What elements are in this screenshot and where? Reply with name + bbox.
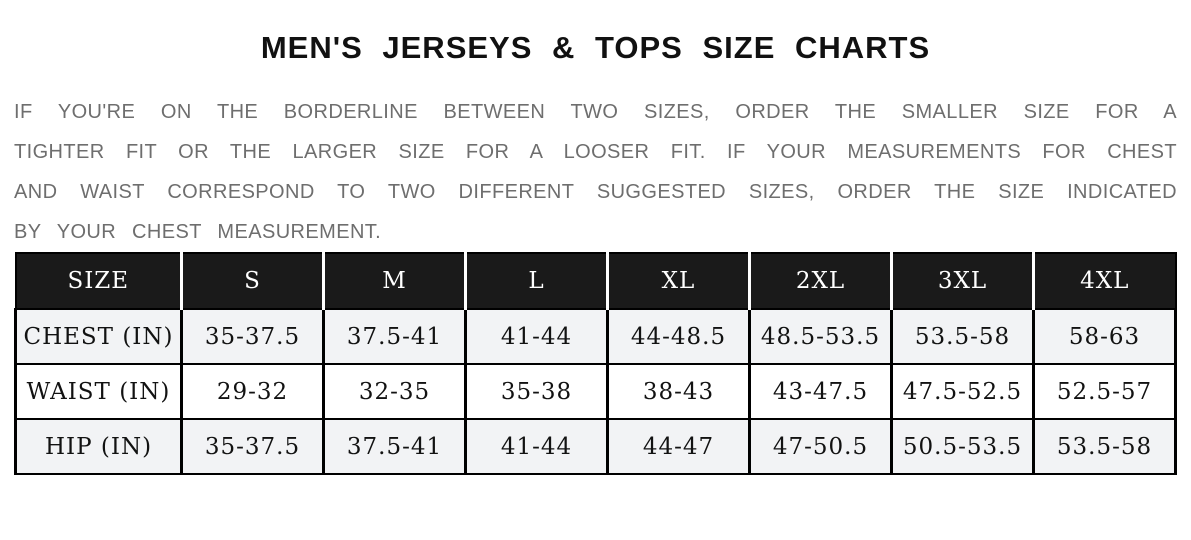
chest-value-m: 37.5-41 bbox=[322, 308, 467, 365]
chest-value-l: 41-44 bbox=[464, 308, 609, 365]
chest-value-2xl: 48.5-53.5 bbox=[748, 308, 893, 365]
column-header-l: L bbox=[465, 253, 609, 310]
page-title: MEN'S JERSEYS & TOPS SIZE CHARTS bbox=[260, 30, 931, 65]
hip-value-l: 41-44 bbox=[464, 418, 609, 475]
chest-value-s: 35-37.5 bbox=[180, 308, 325, 365]
column-header-size: SIZE bbox=[14, 253, 183, 310]
row-label-hip: HIP (IN) bbox=[14, 418, 183, 475]
intro-line-4: BY YOUR CHEST MEASUREMENT. bbox=[14, 221, 382, 243]
waist-value-s: 29-32 bbox=[180, 363, 325, 420]
hip-value-2xl: 47-50.5 bbox=[748, 418, 893, 475]
header-row: SIZE S M L XL 2XL 3XL 4XL bbox=[14, 253, 1177, 310]
chest-value-3xl: 53.5-58 bbox=[890, 308, 1035, 365]
table-row-waist: WAIST (IN) 29-32 32-35 35-38 38-43 43-47… bbox=[14, 363, 1177, 420]
waist-value-l: 35-38 bbox=[464, 363, 609, 420]
column-header-s: S bbox=[181, 253, 325, 310]
waist-value-4xl: 52.5-57 bbox=[1032, 363, 1177, 420]
hip-value-xl: 44-47 bbox=[606, 418, 751, 475]
hip-value-m: 37.5-41 bbox=[322, 418, 467, 475]
intro-line-2: TIGHTER FIT OR THE LARGER SIZE FOR A LOO… bbox=[14, 141, 1177, 163]
row-label-waist: WAIST (IN) bbox=[14, 363, 183, 420]
chest-value-xl: 44-48.5 bbox=[606, 308, 751, 365]
intro-line-1: IF YOU'RE ON THE BORDERLINE BETWEEN TWO … bbox=[14, 101, 1177, 123]
waist-value-m: 32-35 bbox=[322, 363, 467, 420]
row-label-chest: CHEST (IN) bbox=[14, 308, 183, 365]
hip-value-3xl: 50.5-53.5 bbox=[890, 418, 1035, 475]
column-header-3xl: 3XL bbox=[891, 253, 1035, 310]
column-header-m: M bbox=[323, 253, 467, 310]
column-header-2xl: 2XL bbox=[749, 253, 893, 310]
column-header-4xl: 4XL bbox=[1033, 253, 1177, 310]
table-row-chest: CHEST (IN) 35-37.5 37.5-41 41-44 44-48.5… bbox=[14, 308, 1177, 365]
size-chart-page: { "title": "MEN'S JERSEYS & TOPS SIZE CH… bbox=[0, 30, 1191, 540]
size-chart-table: SIZE S M L XL 2XL 3XL 4XL CHEST (IN) 35-… bbox=[14, 252, 1177, 475]
intro-line-3: AND WAIST CORRESPOND TO TWO DIFFERENT SU… bbox=[14, 181, 1177, 203]
waist-value-xl: 38-43 bbox=[606, 363, 751, 420]
hip-value-4xl: 53.5-58 bbox=[1032, 418, 1177, 475]
hip-value-s: 35-37.5 bbox=[180, 418, 325, 475]
chest-value-4xl: 58-63 bbox=[1032, 308, 1177, 365]
intro-paragraph: IF YOU'RE ON THE BORDERLINE BETWEEN TWO … bbox=[14, 92, 1177, 252]
waist-value-3xl: 47.5-52.5 bbox=[890, 363, 1035, 420]
waist-value-2xl: 43-47.5 bbox=[748, 363, 893, 420]
table-row-hip: HIP (IN) 35-37.5 37.5-41 41-44 44-47 47-… bbox=[14, 418, 1177, 475]
column-header-xl: XL bbox=[607, 253, 751, 310]
